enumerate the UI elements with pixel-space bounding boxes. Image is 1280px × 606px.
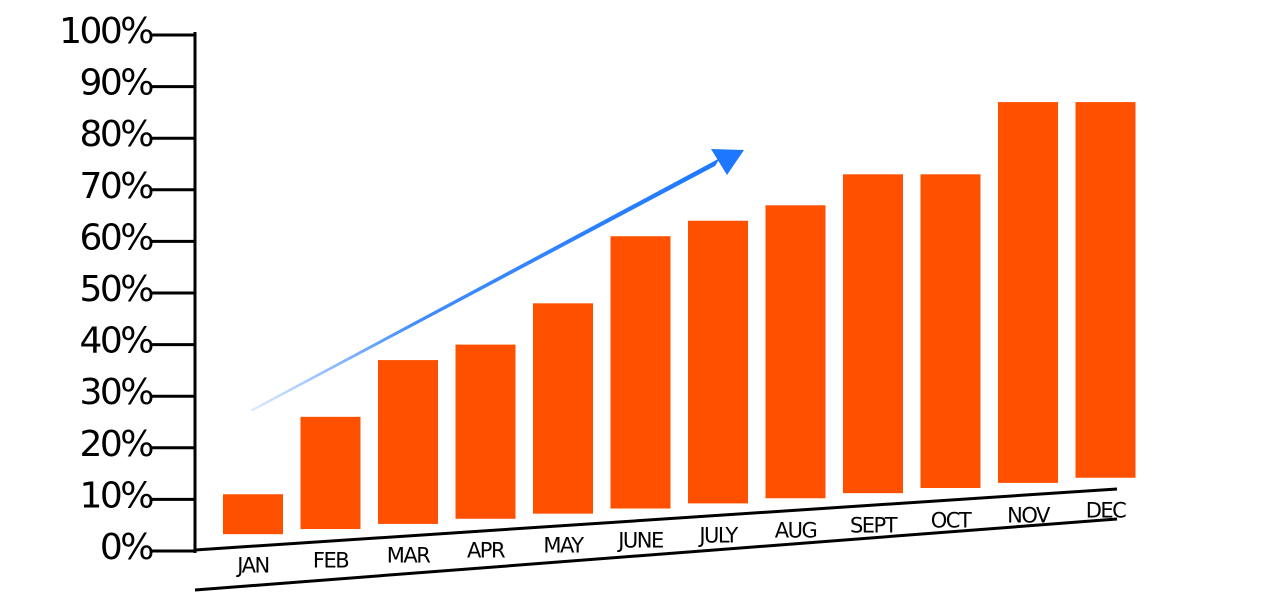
bar (998, 102, 1058, 483)
x-tick-label: MAY (543, 534, 584, 558)
bar (688, 220, 748, 504)
x-tick-label: JUNE (616, 529, 663, 553)
y-tick-label: 70% (79, 166, 153, 207)
x-tick-label: NOV (1007, 504, 1051, 528)
y-axis: 0% 10% 20% 30% 40% 50% 60% 70% 80% 90% 100% (59, 11, 197, 568)
y-tick-label: 80% (79, 114, 153, 155)
x-axis-baseline (194, 517, 1118, 592)
y-tick-label: 50% (79, 269, 153, 310)
bar (1075, 102, 1136, 478)
y-tick-label: 30% (79, 372, 153, 413)
x-tick-label: MAR (387, 544, 430, 568)
bar (765, 205, 826, 499)
bar (920, 174, 981, 489)
bar (843, 174, 903, 494)
y-tick-label: 20% (79, 424, 153, 465)
y-tick-label: 100% (59, 11, 153, 52)
y-tick-label: 40% (79, 321, 153, 362)
x-tick-label: SEPT (850, 514, 898, 538)
x-tick-label: OCT (931, 509, 972, 533)
bar (300, 416, 361, 530)
y-tick-label: 10% (79, 475, 153, 516)
trend-arrow (250, 149, 744, 411)
bars (223, 102, 1136, 535)
bar (533, 303, 593, 514)
x-tick-label: JAN (235, 554, 268, 578)
bar (378, 360, 438, 524)
trend-arrow-shaft (250, 158, 720, 411)
x-tick-label: AUG (775, 519, 817, 543)
x-tick-label: DEC (1086, 499, 1126, 523)
y-tick-label: 60% (79, 217, 153, 258)
x-axis: JAN FEB MAR APR MAY JUNE JULY AUG SEPT OCT NOV DEC (194, 487, 1128, 592)
x-axis-line (194, 487, 1118, 552)
trend-arrow-head (711, 149, 744, 175)
bar (455, 344, 516, 519)
x-tick-label: JULY (697, 524, 738, 548)
bar (223, 494, 283, 535)
y-tick-label: 90% (79, 63, 153, 104)
x-tick-label: APR (467, 539, 505, 563)
bar (610, 236, 671, 509)
x-tick-label: FEB (313, 549, 348, 573)
y-tick-label: 0% (100, 527, 153, 568)
